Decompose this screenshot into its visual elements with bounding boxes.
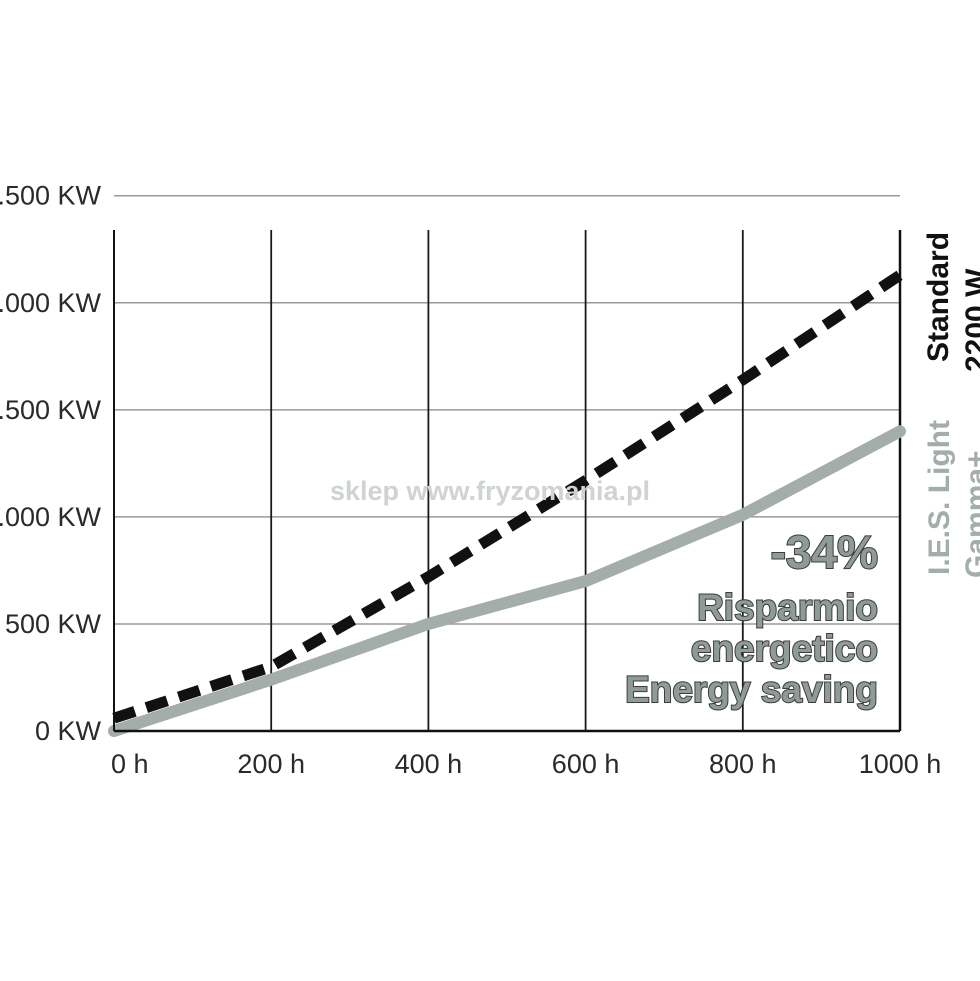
standard-line xyxy=(112,270,904,724)
y-tick-label: 0 KW xyxy=(35,716,102,746)
y-tick-label: .000 KW xyxy=(0,288,102,318)
legend-ies-model: Gamma+ xyxy=(960,450,980,578)
legend-standard-name: Standard xyxy=(922,232,955,362)
y-tick-label: .500 KW xyxy=(0,181,102,211)
saving-annotation: -34% Risparmio energetico Energy saving xyxy=(624,525,879,711)
legend-ies-name: I.E.S. Light xyxy=(923,420,956,575)
grid-lines xyxy=(114,194,902,731)
x-tick-label: 200 h xyxy=(237,749,305,779)
saving-label-it-2: energetico xyxy=(691,628,878,669)
x-tick-label: 400 h xyxy=(395,749,463,779)
plot-frame xyxy=(113,230,900,733)
saving-percent: -34% xyxy=(771,526,878,578)
x-tick-label: 600 h xyxy=(552,749,620,779)
x-tick-label: 800 h xyxy=(709,749,777,779)
legend-standard: Standard 2200 W xyxy=(922,232,980,372)
legend-ies: I.E.S. Light Gamma+ xyxy=(923,420,980,578)
saving-label-it-1: Risparmio xyxy=(697,587,878,628)
y-tick-label: 500 KW xyxy=(5,609,102,639)
ies-line xyxy=(108,425,906,737)
y-axis-tick-labels: 0 KW 500 KW .000 KW .500 KW .000 KW .500 KW xyxy=(0,181,102,746)
y-tick-label: .500 KW xyxy=(0,395,102,425)
y-tick-label: .000 KW xyxy=(0,502,102,532)
x-tick-label: 1000 h xyxy=(859,749,942,779)
watermark: sklep www.fryzomania.pl xyxy=(330,476,650,506)
x-axis-tick-labels: 0 h 200 h 400 h 600 h 800 h 1000 h xyxy=(111,749,941,779)
x-tick-label: 0 h xyxy=(111,749,149,779)
saving-label-en: Energy saving xyxy=(625,669,878,710)
legend-standard-power: 2200 W xyxy=(960,268,980,372)
